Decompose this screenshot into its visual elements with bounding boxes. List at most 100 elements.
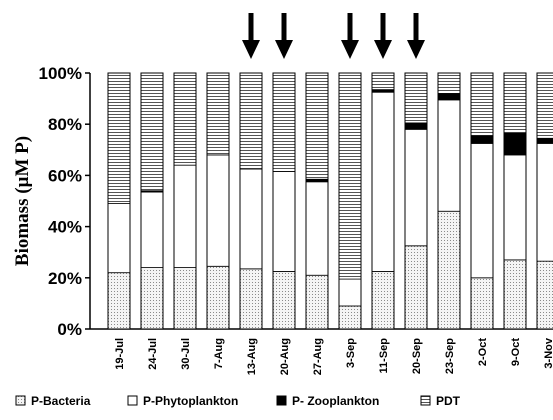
bar-segment-p-bacteria: [536, 260, 553, 330]
bar-segment-p-bacteria: [272, 270, 296, 330]
down-arrow-icon: [341, 13, 359, 59]
event-arrows: [242, 13, 425, 59]
axes: 0% 20% 40% 60% 80% 100% Biomass (µM P): [12, 64, 553, 339]
bar-segment-p-zooplankton: [503, 132, 527, 156]
legend-label: P-Bacteria: [31, 394, 91, 408]
bar-segment-p-phytoplankton: [239, 168, 263, 270]
bar-segment-pdt: [140, 72, 164, 192]
x-tick-label: 20-Aug: [279, 338, 291, 375]
legend-swatch: [420, 395, 431, 406]
x-tick-label: 20-Sep: [411, 338, 423, 374]
bar-segment-pdt: [272, 72, 296, 172]
y-tick-label: 20%: [48, 269, 82, 288]
bar-segment-p-bacteria: [437, 210, 461, 330]
x-tick-label: 11-Sep: [378, 338, 390, 374]
bar-segment-p-bacteria: [305, 274, 329, 330]
bar-segment-p-bacteria: [404, 245, 428, 330]
legend-swatch: [15, 395, 26, 406]
legend-swatch: [276, 395, 287, 406]
x-tick-label: 27-Aug: [312, 338, 324, 375]
x-tick-label: 30-Jul: [180, 338, 192, 370]
bar-segment-p-phytoplankton: [272, 171, 296, 272]
bar-segment-p-zooplankton: [404, 122, 428, 130]
bar-segment-pdt: [107, 72, 131, 204]
bar-outline: [206, 72, 230, 330]
bar-segment-pdt: [371, 72, 395, 91]
bar-outline: [305, 72, 329, 330]
bar-outline: [140, 72, 164, 330]
bar-outline: [404, 72, 428, 330]
legend-swatch: [127, 395, 138, 406]
bar-segment-p-phytoplankton: [173, 164, 197, 268]
y-tick-label: 60%: [48, 166, 82, 185]
bar-segment-pdt: [404, 72, 428, 124]
y-tick-label: 80%: [48, 115, 82, 134]
down-arrow-icon: [275, 13, 293, 59]
bar-outline: [536, 72, 553, 330]
bar-segment-p-bacteria: [107, 272, 131, 330]
bar-segment-pdt: [437, 72, 461, 94]
bar-segment-pdt: [338, 72, 362, 280]
bar-outline: [371, 72, 395, 330]
down-arrow-icon: [407, 13, 425, 59]
bar-outline: [173, 72, 197, 330]
down-arrow-icon: [242, 13, 260, 59]
bar-segment-p-phytoplankton: [470, 142, 494, 279]
bar-segment-p-phytoplankton: [371, 91, 395, 272]
bar-segment-pdt: [503, 72, 527, 134]
bar-segment-p-bacteria: [173, 267, 197, 330]
bar-segment-p-bacteria: [206, 265, 230, 330]
bar-segment-p-zooplankton: [437, 93, 461, 101]
legend: P-Bacteria P-Phytoplankton P- Zooplankton P…: [15, 394, 461, 408]
legend-label: P- Zooplankton: [292, 394, 379, 408]
bar-segment-p-bacteria: [371, 270, 395, 330]
bar-segment-pdt: [470, 72, 494, 137]
x-tick-label: 2-Oct: [477, 338, 489, 366]
bar-segment-p-phytoplankton: [404, 128, 428, 247]
bar-segment-pdt: [305, 72, 329, 180]
bar-segment-p-bacteria: [503, 259, 527, 330]
bars: [107, 72, 553, 330]
bar-segment-pdt: [206, 72, 230, 156]
y-tick-label: 40%: [48, 218, 82, 237]
bar-segment-p-phytoplankton: [107, 203, 131, 274]
x-tick-label: 3-Sep: [345, 338, 357, 368]
bar-segment-p-phytoplankton: [140, 191, 164, 268]
bar-outline: [107, 72, 131, 330]
x-tick-label: 19-Jul: [114, 338, 126, 370]
y-tick-label: 0%: [57, 320, 82, 339]
bar-segment-p-phytoplankton: [338, 278, 362, 307]
legend-label: P-Phytoplankton: [143, 394, 238, 408]
bar-segment-pdt: [239, 72, 263, 170]
bar-outline: [338, 72, 362, 330]
bar-segment-pdt: [536, 72, 553, 139]
bar-segment-p-phytoplankton: [536, 142, 553, 262]
bar-segment-p-phytoplankton: [305, 181, 329, 276]
bar-segment-p-zooplankton: [470, 135, 494, 144]
x-tick-label: 23-Sep: [444, 338, 456, 374]
y-axis-label: Biomass (µM P): [12, 136, 33, 266]
bar-outline: [239, 72, 263, 330]
bar-segment-pdt: [173, 72, 197, 166]
x-tick-label: 9-Oct: [510, 338, 522, 366]
bar-outline: [470, 72, 494, 330]
x-tick-label: 13-Aug: [246, 338, 258, 375]
bar-segment-p-bacteria: [239, 268, 263, 330]
x-tick-label: 3-Nov: [543, 337, 553, 368]
bar-segment-p-phytoplankton: [437, 99, 461, 212]
legend-label: PDT: [436, 394, 461, 408]
bar-outline: [437, 72, 461, 330]
x-tick-label: 24-Jul: [147, 338, 159, 370]
down-arrow-icon: [374, 13, 392, 59]
bar-segment-p-phytoplankton: [503, 154, 527, 261]
y-tick-label: 100%: [39, 64, 82, 83]
bar-segment-p-bacteria: [338, 305, 362, 330]
x-tick-label: 7-Aug: [213, 338, 225, 369]
bar-segment-p-phytoplankton: [206, 154, 230, 267]
bar-segment-p-zooplankton: [536, 137, 553, 144]
bar-outline: [272, 72, 296, 330]
bar-segment-p-bacteria: [470, 277, 494, 330]
x-tick-labels: 19-Jul 24-Jul 30-Jul 7-Aug 13-Aug 20-Aug 27-Au…: [114, 337, 553, 375]
bar-segment-p-bacteria: [140, 267, 164, 330]
